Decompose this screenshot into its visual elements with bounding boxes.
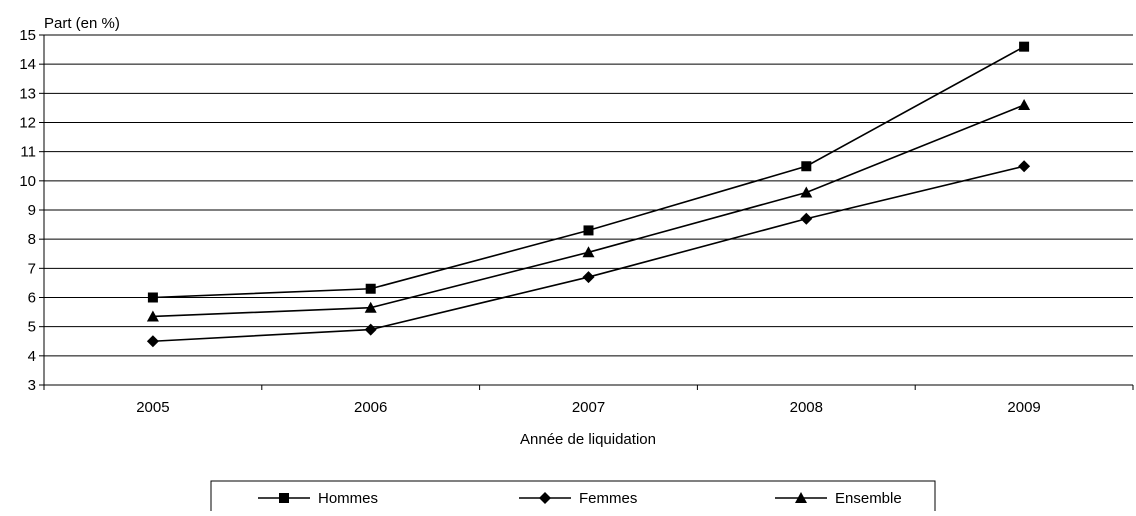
y-tick-label: 10	[19, 173, 36, 190]
y-tick-label: 8	[28, 231, 36, 248]
series-femmes	[146, 160, 1031, 348]
y-tick-label: 4	[28, 348, 36, 365]
y-tick-label: 5	[28, 319, 36, 336]
y-tick-label: 12	[19, 115, 36, 132]
y-tick-label: 9	[28, 202, 36, 219]
data-point-hommes	[147, 292, 158, 303]
legend-label-femmes: Femmes	[579, 490, 637, 507]
data-point-femmes	[146, 335, 159, 348]
legend-label-hommes: Hommes	[318, 490, 378, 507]
data-point-ensemble	[146, 310, 159, 322]
y-tick-label: 3	[28, 377, 36, 394]
data-point-ensemble	[800, 186, 813, 198]
data-point-ensemble	[1018, 99, 1031, 110]
series-line-hommes	[152, 45, 1025, 299]
y-tick-label: 13	[19, 85, 36, 102]
legend-marker-hommes	[279, 493, 289, 503]
y-tick-label: 14	[19, 56, 36, 73]
legend-item-ensemble: Ensemble	[775, 490, 902, 507]
x-tick-label: 2005	[136, 399, 169, 416]
y-tick-label: 15	[19, 27, 36, 44]
x-tick-label: 2009	[1007, 399, 1040, 416]
legend-label-ensemble: Ensemble	[835, 490, 902, 507]
y-tick-label: 7	[28, 260, 36, 277]
y-tick-label: 11	[20, 144, 36, 161]
legend-marker-ensemble	[795, 492, 807, 503]
data-point-femmes	[582, 271, 595, 284]
data-point-ensemble	[364, 301, 377, 313]
legend: Hommes Femmes Ensemble	[210, 480, 936, 516]
x-axis-title: Année de liquidation	[520, 431, 656, 448]
x-tick-label: 2008	[790, 399, 823, 416]
series-ensemble	[146, 99, 1031, 322]
data-point-femmes	[1018, 160, 1031, 173]
series-hommes	[147, 41, 1030, 303]
x-tick-label: 2007	[572, 399, 605, 416]
y-axis-title: Part (en %)	[44, 15, 120, 32]
data-point-hommes	[801, 161, 812, 172]
legend-marker-femmes	[539, 492, 551, 504]
series-line-ensemble	[152, 104, 1025, 318]
data-point-hommes	[583, 225, 594, 236]
x-tick-label: 2006	[354, 399, 387, 416]
data-point-hommes	[365, 283, 376, 294]
y-tick-label: 6	[28, 290, 36, 307]
data-point-femmes	[364, 323, 377, 336]
data-point-hommes	[1019, 41, 1030, 52]
legend-item-hommes: Hommes	[258, 490, 378, 507]
legend-item-femmes: Femmes	[519, 490, 637, 507]
data-point-ensemble	[582, 246, 595, 258]
data-point-femmes	[800, 212, 813, 225]
